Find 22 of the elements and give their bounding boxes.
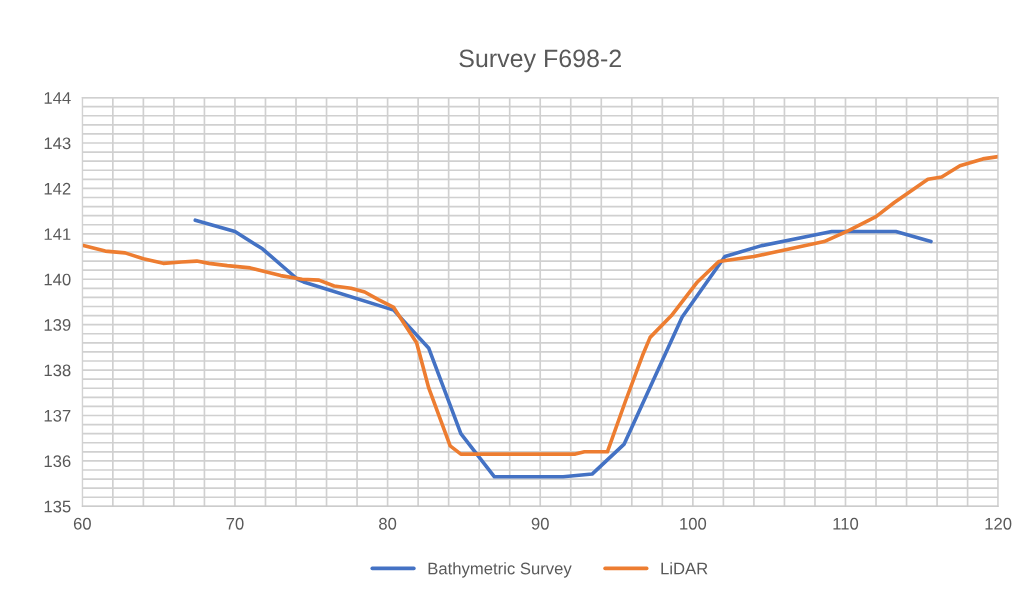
y-tick-label: 144 [44,92,71,104]
y-tick-label: 136 [44,455,71,468]
x-tick-label: 60 [73,517,91,530]
line-series [82,154,999,456]
y-tick-label: 142 [44,182,71,195]
y-tick-label: 138 [44,364,71,377]
y-tick-label: 139 [44,319,71,331]
x-tick-label: 90 [531,517,549,530]
legend-label: Bathymetric Survey [428,562,572,578]
legend-label: LiDAR [661,562,708,575]
x-tick-label: 70 [226,517,244,530]
y-tick-label: 141 [44,228,71,240]
x-tick-label: 100 [680,517,707,530]
x-tick-label: 80 [379,517,397,530]
x-tick-label: 110 [833,517,859,530]
y-tick-label: 137 [44,409,71,422]
chart-title: Survey F698-2 [459,49,621,73]
y-tick-label: 143 [44,137,71,150]
y-tick-label: 140 [44,273,71,286]
y-tick-label: 135 [44,500,71,513]
x-tick-label: 120 [985,517,1012,530]
line-series [193,218,933,479]
